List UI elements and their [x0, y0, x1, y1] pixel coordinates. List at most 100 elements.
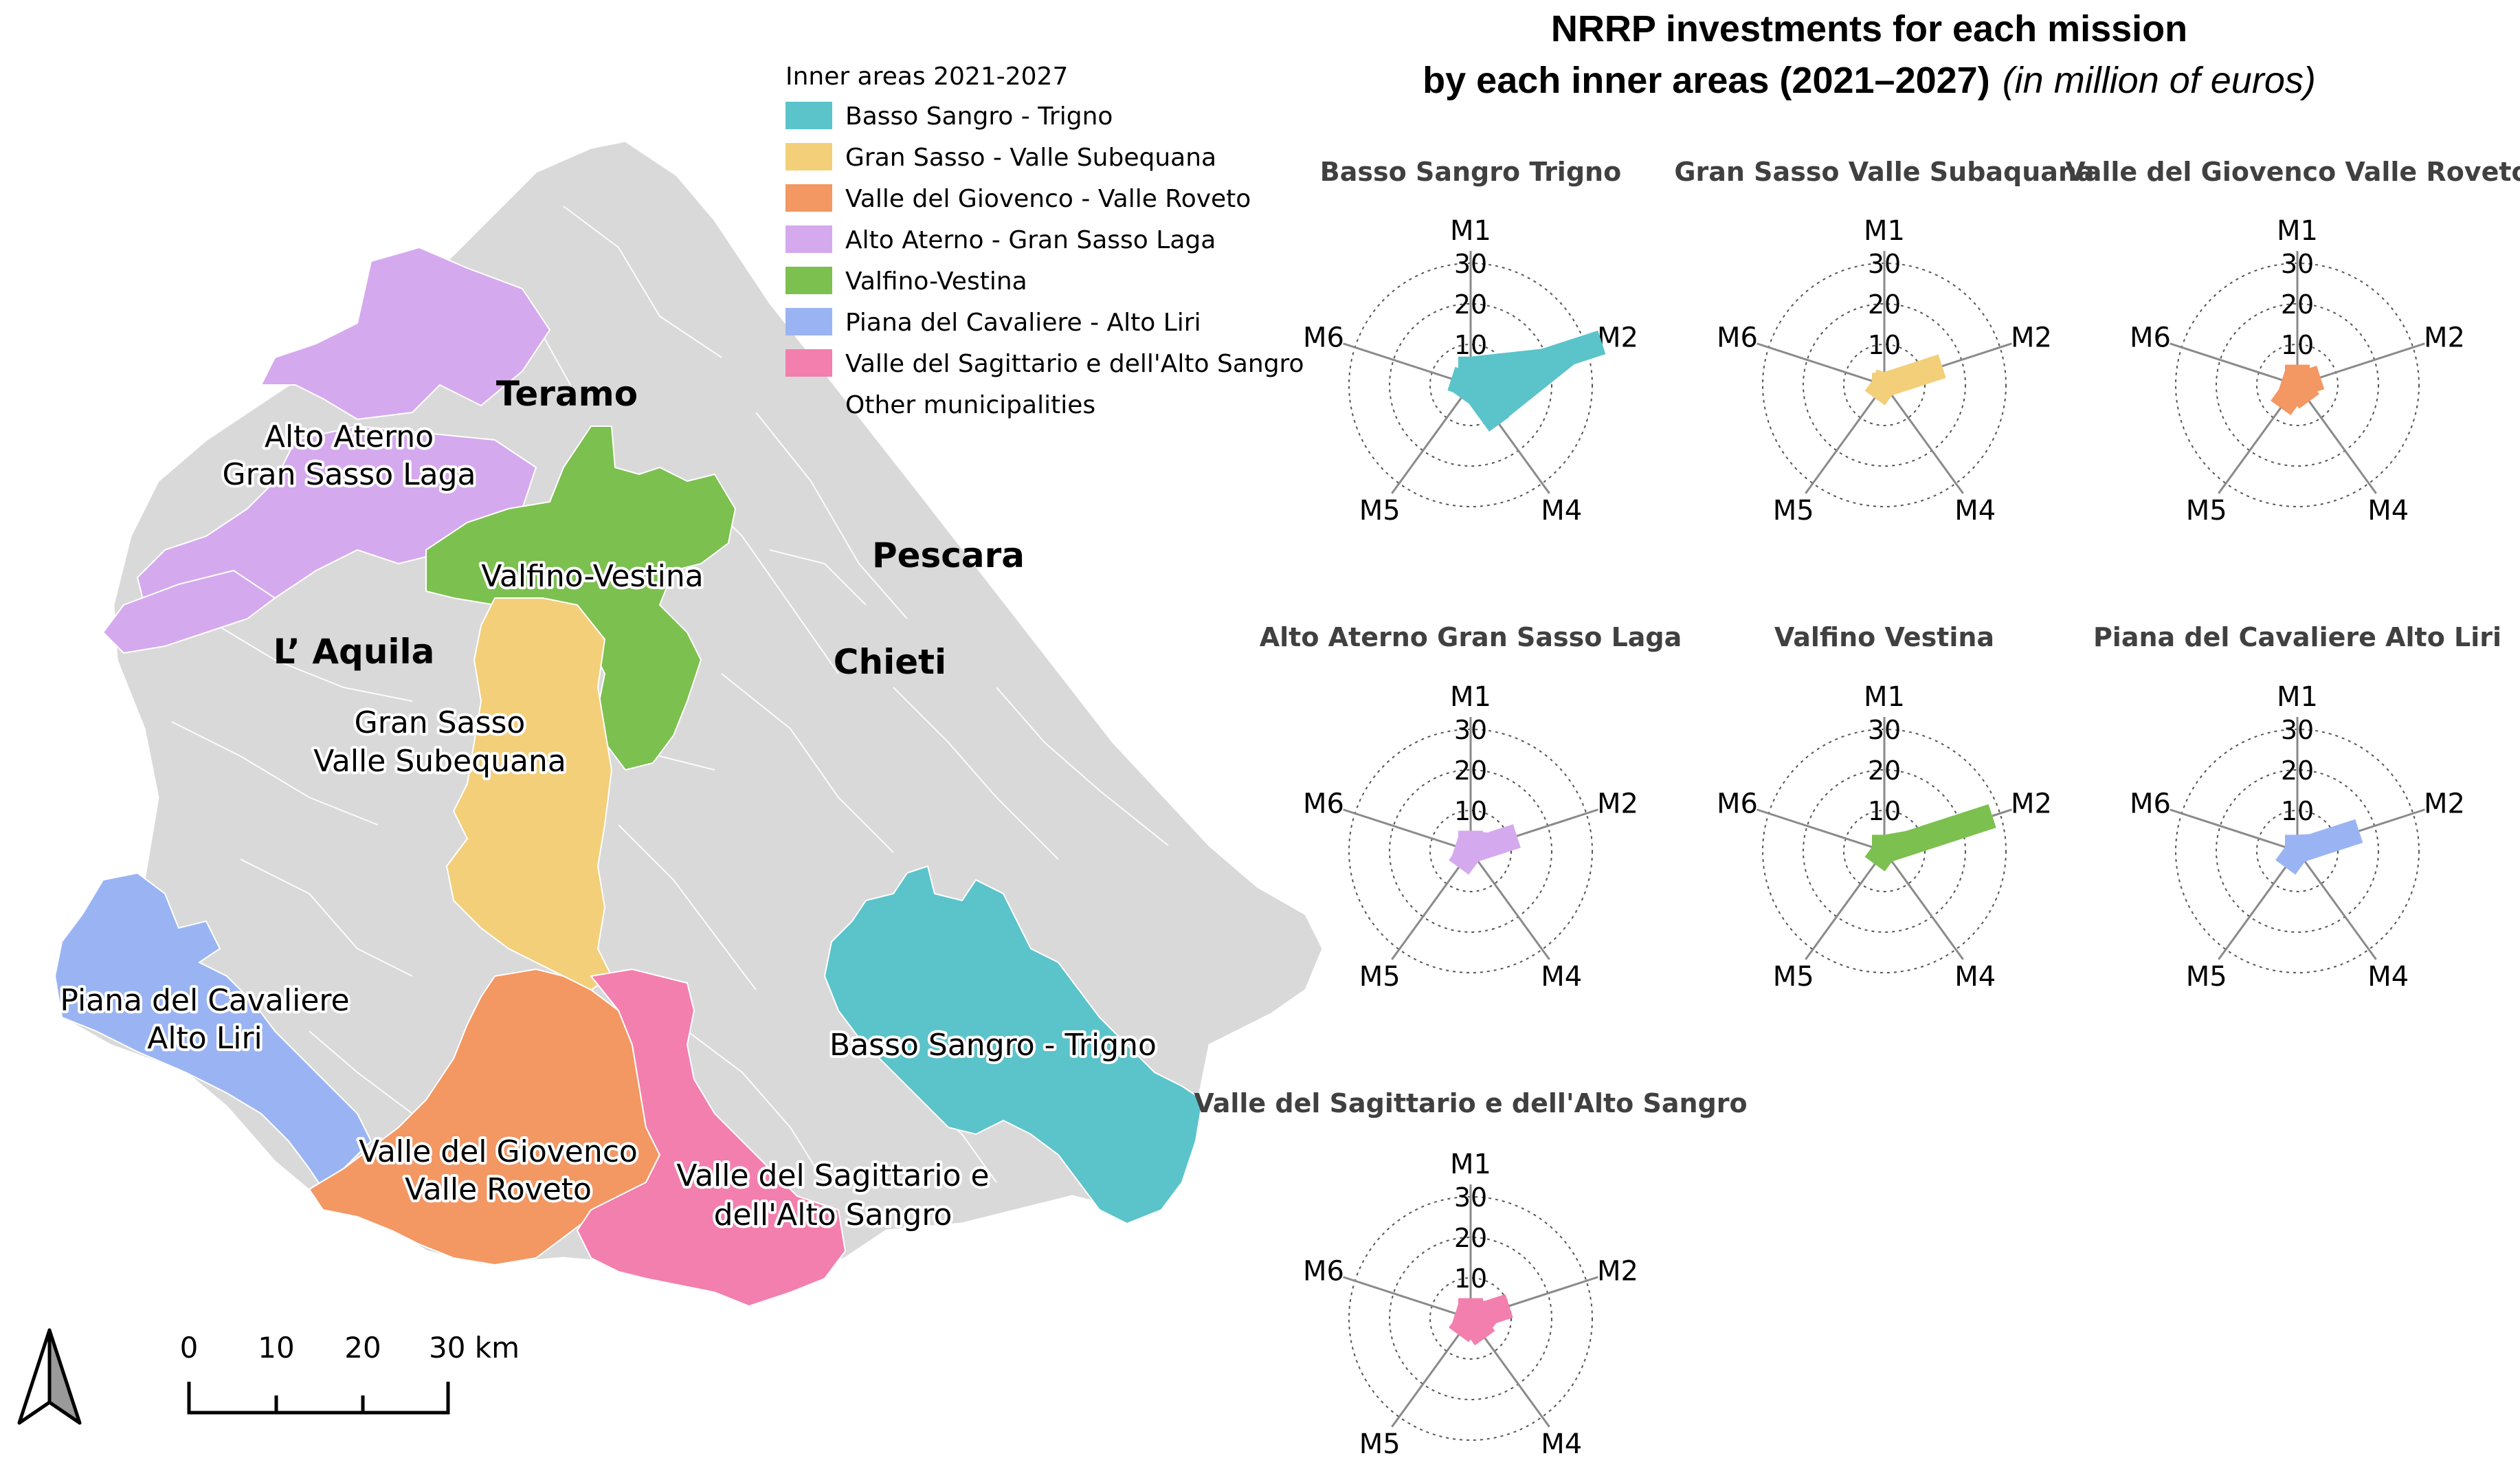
radar-axis-label: M4: [1541, 961, 1582, 993]
radar-axis-label: M5: [1359, 495, 1401, 527]
main-title-line2-italic: (in million of euros): [2003, 60, 2316, 101]
area-valfino-vestina: [425, 426, 737, 771]
radar-axis: [2296, 384, 2377, 494]
area-basso-sangro: [823, 865, 1204, 1225]
radar-chart: Valle del Sagittario e dell'Alto Sangro M…: [1194, 1088, 1747, 1460]
radar-ring-label: 20: [1868, 755, 1901, 786]
legend-label: Valle del Giovenco - Valle Roveto: [845, 185, 1251, 213]
radar-ring: [2216, 769, 2379, 933]
legend-swatch: [785, 349, 832, 377]
radar-ring: [1803, 303, 1966, 467]
radar-axis: [1391, 1318, 1472, 1428]
legend: Inner areas 2021-2027 Basso Sangro - Tri…: [785, 63, 1304, 419]
radar-axis-label: M2: [2011, 788, 2052, 819]
radar-axis-label: M5: [1773, 961, 1814, 993]
radar-axis: [1805, 850, 1886, 960]
legend-label: Valle del Sagittario e dell'Alto Sangro: [845, 350, 1304, 378]
legend-swatch: [785, 143, 832, 170]
radar-ring: [1389, 769, 1552, 933]
radar-ring-label: 10: [1454, 330, 1487, 360]
radar-axis: [1883, 384, 1964, 494]
radar-axis-label: M1: [1864, 681, 1905, 713]
radar-ring-label: 20: [1454, 755, 1487, 786]
radar-ring-label: 30: [1868, 715, 1901, 745]
radar-axis: [1343, 808, 1471, 852]
radar-ring-label: 10: [2281, 796, 2314, 826]
label-sagittario-1: Valle del Sagittario e: [676, 1158, 989, 1193]
radar-ring-label: 10: [1454, 796, 1487, 826]
radar-axis-label: M1: [2277, 215, 2318, 247]
radar-ring: [2216, 303, 2379, 467]
label-giovenco-1: Valle del Giovenco: [359, 1134, 638, 1169]
radar-ring-label: 10: [1868, 330, 1901, 360]
main-title: NRRP investments for each mission by eac…: [1423, 8, 2316, 101]
legend-swatch: [785, 390, 832, 418]
radar-axis-label: M6: [1717, 788, 1758, 819]
label-giovenco-2: Valle Roveto: [405, 1172, 592, 1207]
radar-ring-label: 30: [2281, 715, 2314, 745]
radar-chart-title: Valle del Sagittario e dell'Alto Sangro: [1194, 1088, 1747, 1118]
legend-label: Valfino-Vestina: [845, 267, 1027, 296]
radar-chart: Gran Sasso Valle Subaquana M1 M2 M4 M5 M6 10 20…: [1674, 157, 2094, 527]
label-piana-1: Piana del Cavaliere: [60, 983, 349, 1018]
radar-area: [1873, 366, 1943, 399]
legend-swatch: [785, 267, 832, 294]
radar-chart: Valfino Vestina M1 M2 M4 M5 M6 10 20 30: [1717, 622, 2052, 993]
radar-axis: [1343, 342, 1471, 386]
legend-swatch: [785, 184, 832, 212]
scale-tick-10: 10: [258, 1331, 294, 1365]
scale-tick-30: 30 km: [429, 1331, 520, 1365]
radar-axis: [1757, 808, 1885, 852]
radar-axis-label: M2: [2011, 322, 2052, 353]
scale-bar: 0 10 20 30 km: [180, 1331, 520, 1415]
legend-label: Basso Sangro - Trigno: [845, 102, 1113, 131]
label-alto-aterno-1: Alto Aterno: [265, 419, 434, 454]
radar-axis: [2170, 342, 2298, 386]
radar-ring-label: 10: [1868, 796, 1901, 826]
radar-axis-label: M4: [1954, 961, 1996, 993]
radar-axis-label: M6: [1717, 322, 1758, 353]
radar-ring: [1843, 810, 1926, 892]
label-sagittario-2: dell'Alto Sangro: [714, 1197, 952, 1233]
legend-swatch: [785, 225, 832, 253]
radar-axis-label: M6: [1303, 322, 1344, 353]
legend-swatch: [785, 308, 832, 335]
legend-label: Alto Aterno - Gran Sasso Laga: [845, 226, 1216, 254]
radar-axis: [1469, 850, 1550, 960]
radar-axis-label: M2: [1597, 322, 1638, 353]
radar-axis-label: M2: [1597, 1255, 1638, 1287]
radar-chart: Valle del Giovenco Valle Roveto M1 M2 M4 M5 M…: [2065, 157, 2520, 527]
area-alto-aterno: [102, 246, 551, 654]
radar-ring: [1843, 344, 1926, 426]
area-piana-cavaliere: [54, 872, 372, 1191]
legend-title: Inner areas 2021-2027: [785, 63, 1068, 91]
radar-chart-title: Gran Sasso Valle Subaquana: [1674, 157, 2094, 187]
radar-ring: [1389, 303, 1552, 467]
radar-axis: [1391, 384, 1472, 494]
radar-axis-label: M5: [1773, 495, 1814, 527]
radar-axis-label: M6: [1303, 1255, 1344, 1287]
radar-axis: [1805, 384, 1886, 494]
radar-axis-label: M4: [1541, 1428, 1582, 1460]
radar-ring: [2256, 344, 2339, 426]
radar-axis: [2218, 850, 2299, 960]
radar-axis-label: M1: [2277, 681, 2318, 713]
radar-axis: [1883, 850, 1964, 960]
radar-chart: Basso Sangro Trigno M1 M2 M4 M5 M6 10 20 30: [1303, 157, 1638, 527]
radar-axis: [1391, 850, 1472, 960]
scale-tick-0: 0: [180, 1331, 199, 1365]
radar-axis-label: M5: [2186, 961, 2227, 993]
radar-axis-label: M5: [1359, 961, 1401, 993]
radar-area: [1873, 815, 1993, 865]
main-title-line2: by each inner areas (2021–2027) (in milli…: [1423, 60, 2316, 101]
radar-axis: [2296, 850, 2377, 960]
area-valle-sagittario: [576, 968, 847, 1307]
legend-swatch: [785, 102, 832, 129]
radar-ring-label: 30: [1454, 249, 1487, 279]
radar-axis: [1343, 1276, 1471, 1320]
radar-chart: Piana del Cavaliere Alto Liri M1 M2 M4 M5 M6 1…: [2093, 622, 2501, 993]
radar-area: [1455, 830, 1517, 868]
radar-axis-label: M6: [2130, 322, 2171, 353]
radar-ring-label: 30: [1454, 715, 1487, 745]
